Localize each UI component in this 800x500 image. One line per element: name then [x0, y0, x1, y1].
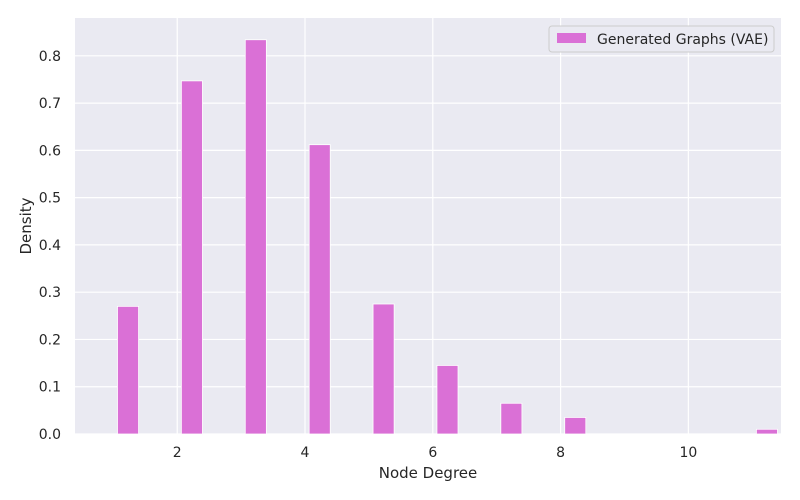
bar [436, 365, 459, 435]
bar [372, 303, 395, 435]
x-tick-label: 10 [679, 445, 697, 461]
y-tick-label: 0.3 [39, 285, 61, 301]
x-tick-label: 6 [428, 445, 437, 461]
plot-background [75, 18, 781, 434]
legend-swatch [557, 33, 586, 43]
legend: Generated Graphs (VAE) [548, 25, 775, 53]
bar [756, 428, 778, 435]
y-tick-label: 0.0 [39, 427, 61, 443]
x-tick-label: 2 [173, 445, 182, 461]
bar [308, 144, 331, 435]
legend-box [548, 25, 775, 53]
bar [500, 402, 523, 435]
y-tick-label: 0.1 [39, 380, 61, 396]
bar [564, 417, 587, 435]
bar [244, 39, 267, 435]
y-tick-label: 0.4 [39, 238, 61, 254]
x-tick-label: 4 [301, 445, 310, 461]
bar [180, 80, 203, 435]
y-tick-label: 0.8 [39, 49, 61, 65]
bar [117, 305, 139, 435]
y-tick-labels: 0.0 0.1 0.2 0.3 0.4 0.5 0.6 0.7 0.8 [39, 49, 61, 443]
x-axis-label: Node Degree [379, 464, 478, 482]
x-tick-label: 8 [556, 445, 565, 461]
legend-label: Generated Graphs (VAE) [597, 32, 768, 48]
x-tick-labels: 2 4 6 8 10 [173, 445, 698, 461]
y-tick-label: 0.7 [39, 96, 61, 112]
y-tick-label: 0.6 [39, 143, 61, 159]
bars [117, 39, 778, 435]
y-tick-label: 0.5 [39, 191, 61, 207]
y-axis-label: Density [17, 197, 35, 254]
y-tick-label: 0.2 [39, 332, 61, 348]
